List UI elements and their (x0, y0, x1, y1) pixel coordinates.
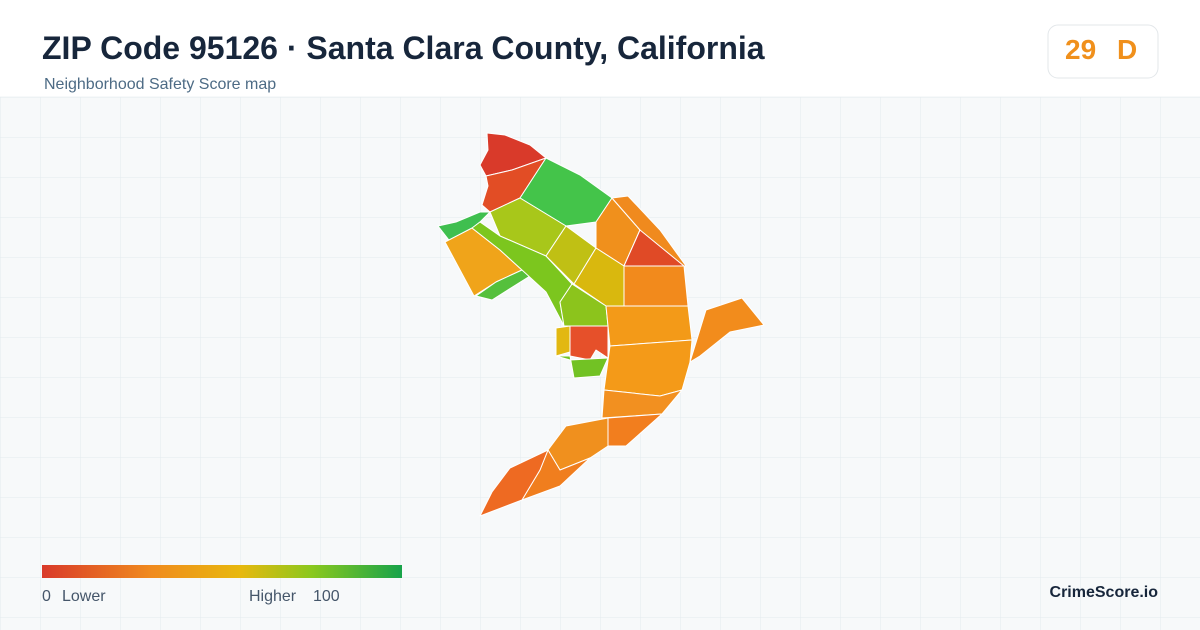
region (601, 389, 683, 419)
score: 29 (1065, 34, 1097, 65)
brand: CrimeScore.io (1049, 584, 1158, 601)
header-bg (0, 0, 1200, 96)
region (555, 325, 571, 357)
legend-min: 0 (42, 588, 51, 605)
region (689, 297, 765, 363)
legend-min-label: Lower (62, 588, 106, 605)
region (603, 339, 693, 397)
title: ZIP Code 95126 · Santa Clara County, Cal… (42, 30, 765, 66)
zip-regions (437, 132, 765, 517)
legend-max-label: Higher (249, 588, 297, 605)
region (605, 305, 693, 347)
legend-max: 100 (313, 588, 340, 605)
region (555, 355, 609, 379)
subtitle: Neighborhood Safety Score map (44, 76, 277, 93)
score-badge (1047, 24, 1159, 79)
legend-gradient (42, 565, 402, 578)
region (479, 449, 549, 517)
region (623, 265, 689, 307)
grade: D (1117, 34, 1138, 65)
